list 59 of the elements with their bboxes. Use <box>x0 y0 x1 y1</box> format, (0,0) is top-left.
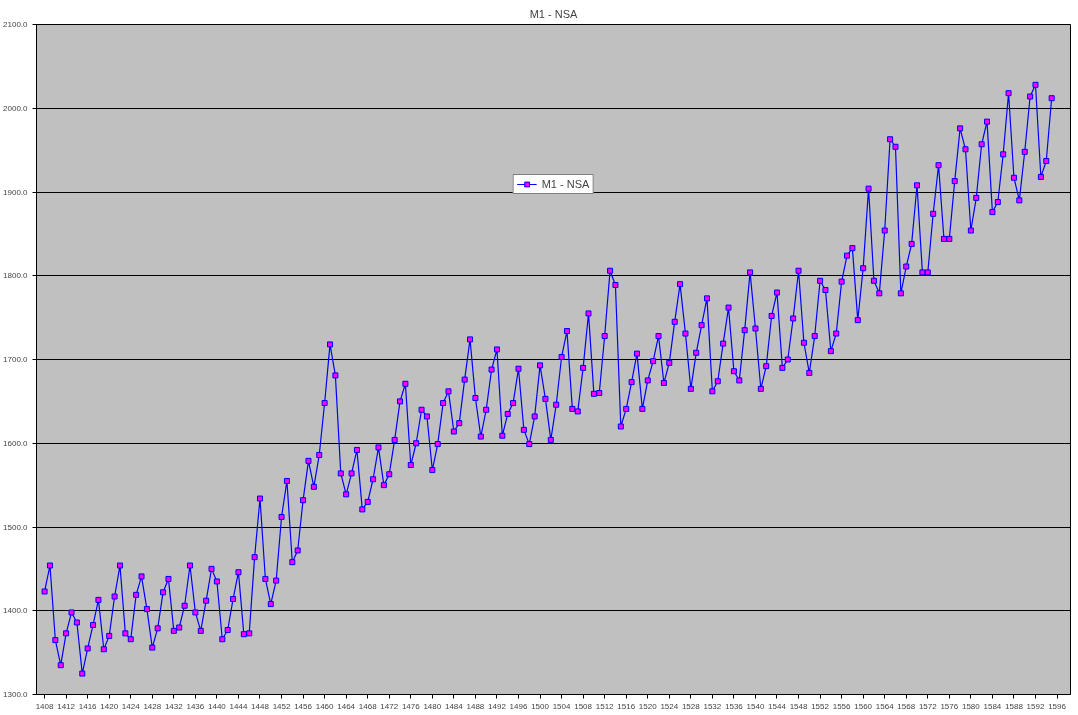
x-tick-label: 1580 <box>961 701 981 711</box>
x-tick-label: 1564 <box>875 701 895 711</box>
x-tick-label: 1536 <box>725 701 744 711</box>
x-tick-label: 1432 <box>164 701 184 711</box>
x-tick-label: 1556 <box>832 701 852 711</box>
x-tick-label: 1484 <box>444 701 464 711</box>
y-tick-label: 2100.0 <box>3 20 29 29</box>
x-tick-label: 1444 <box>229 701 248 711</box>
x-tick-label: 1532 <box>703 701 722 711</box>
y-tick-label: 1700.0 <box>3 355 29 364</box>
x-tick-label: 1540 <box>746 701 765 711</box>
x-tick-label: 1528 <box>681 701 701 711</box>
x-tick-label: 1508 <box>574 701 593 711</box>
x-tick-label: 1572 <box>918 701 938 711</box>
x-tick-label: 1424 <box>121 701 141 711</box>
x-tick-label: 1596 <box>1048 701 1067 711</box>
x-tick-label: 1456 <box>294 701 313 711</box>
y-tick-label: 1600.0 <box>3 438 29 448</box>
x-tick-label: 1436 <box>186 701 205 711</box>
x-tick-label: 1512 <box>595 701 615 711</box>
x-tick-label: 1568 <box>897 701 916 711</box>
x-tick-label: 1584 <box>983 701 1002 711</box>
x-tick-label: 1592 <box>1026 701 1045 711</box>
y-tick-label: 1900.0 <box>3 187 29 197</box>
x-tick-label: 1488 <box>466 701 485 711</box>
y-tick-label: 1400.0 <box>3 606 29 616</box>
x-tick-label: 1504 <box>552 701 572 711</box>
x-tick-label: 1448 <box>251 701 270 711</box>
x-tick-label: 1452 <box>272 701 291 711</box>
x-tick-label: 1472 <box>380 701 399 711</box>
x-tick-label: 1492 <box>488 701 507 711</box>
x-tick-label: 1520 <box>638 701 658 711</box>
x-tick-label: 1428 <box>143 701 162 711</box>
x-tick-label: 1468 <box>358 701 378 711</box>
x-tick-label: 1560 <box>854 701 873 711</box>
x-tick-label: 1460 <box>315 701 335 711</box>
x-tick-label: 1552 <box>811 701 830 711</box>
x-tick-label: 1524 <box>660 701 679 711</box>
y-tick-label: 1500.0 <box>3 522 29 532</box>
x-tick-label: 1408 <box>35 701 55 711</box>
y-tick-label: 1300.0 <box>3 690 29 699</box>
x-tick-label: 1500 <box>531 701 550 711</box>
y-tick-label: 2000.0 <box>3 103 29 113</box>
y-tick-label: 1800.0 <box>3 271 29 281</box>
x-tick-label: 1480 <box>423 701 442 711</box>
x-tick-label: 1412 <box>57 701 76 711</box>
x-tick-label: 1576 <box>940 701 959 711</box>
x-tick-label: 1516 <box>617 701 636 711</box>
x-tick-label: 1544 <box>768 701 787 711</box>
legend-label: M1 - NSA <box>541 178 590 190</box>
x-tick-label: 1476 <box>401 701 421 711</box>
x-tick-label: 1496 <box>509 701 528 711</box>
chart-title: M1 - NSA <box>529 7 578 20</box>
x-tick-label: 1420 <box>100 701 119 711</box>
x-tick-label: 1548 <box>789 701 808 711</box>
x-tick-label: 1416 <box>78 701 98 711</box>
x-tick-label: 1440 <box>208 701 227 711</box>
x-tick-label: 1464 <box>337 701 356 711</box>
x-tick-label: 1588 <box>1005 701 1024 711</box>
